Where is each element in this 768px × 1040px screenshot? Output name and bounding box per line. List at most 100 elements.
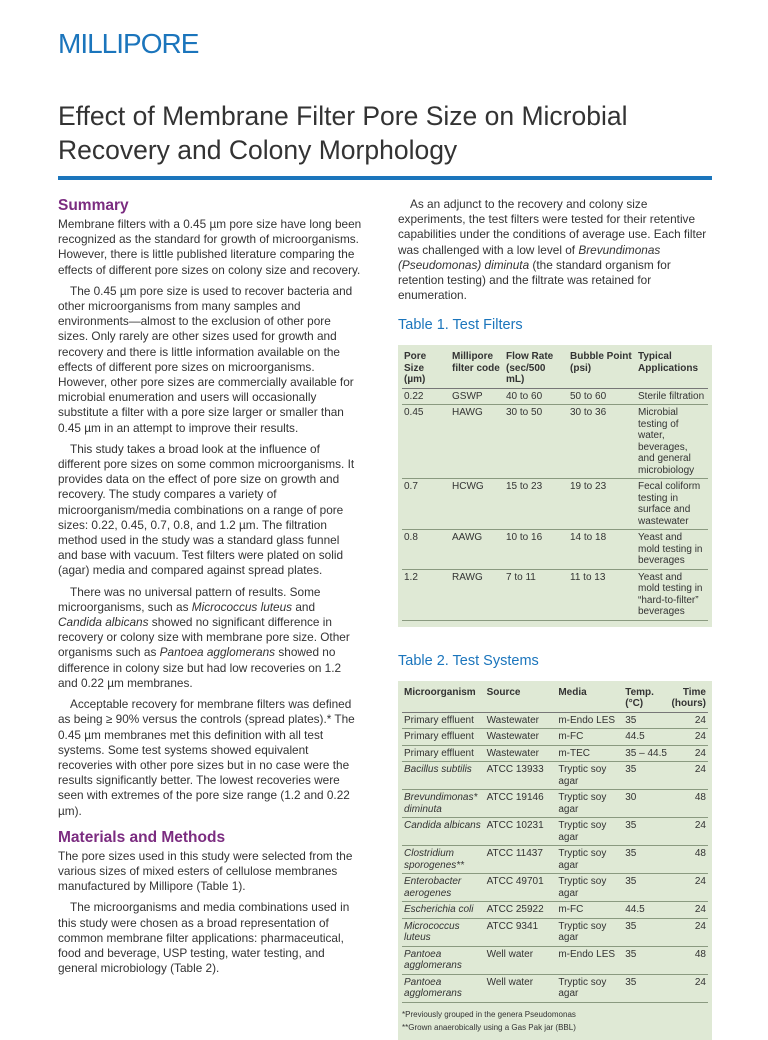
table-row: Clostridium sporogenes** ATCC 11437 Trypti… <box>402 845 708 875</box>
table-cell: Yeast and mold testing in “hard-to-filte… <box>636 569 708 621</box>
table-cell: Tryptic soy agar <box>556 789 624 819</box>
table-cell: Primary effluent <box>402 728 485 746</box>
text-run: Membrane filters with a 0.45 µm pore siz… <box>58 217 362 277</box>
table-cell: Fecal coliform testing in surface and wa… <box>636 478 708 531</box>
table-cell: HCWG <box>450 478 504 531</box>
table-cell: Yeast and mold testing in beverages <box>636 529 708 570</box>
table-cell: Pantoea agglomerans <box>402 974 485 1003</box>
table-row: Candida albicans ATCC 10231 Tryptic soy ag… <box>402 817 708 847</box>
column-header: Typical Applications <box>636 349 708 389</box>
column-header: Time (hours) <box>669 684 708 713</box>
table-cell: 0.8 <box>402 529 450 570</box>
header-row: Microorganism Source Media Temp. (°C) Time (… <box>402 684 708 713</box>
table-cell: 35 <box>623 946 670 975</box>
text-run: Candida albicans <box>58 615 149 630</box>
table-row: Micrococcus luteus ATCC 9341 Tryptic soy a… <box>402 918 708 947</box>
table-title: Table 2. Test Systems <box>398 652 539 669</box>
table-row: Pantoea agglomerans Well water m-Endo LES 3… <box>402 946 708 975</box>
text-run: The microorganisms and media combination… <box>58 900 350 976</box>
paragraph: As an adjunct to the recovery and colony… <box>398 197 712 303</box>
table-cell: Enterobacter aerogenes <box>402 873 485 903</box>
methods-body: The pore sizes used in this study were s… <box>58 849 362 977</box>
table-cell: 40 to 60 <box>504 388 568 406</box>
table-cell: ATCC 49701 <box>484 873 557 903</box>
table-cell: Tryptic soy agar <box>556 918 624 947</box>
methods-body: As an adjunct to the recovery and colony… <box>398 197 712 303</box>
text-run: As an adjunct to the recovery and colony… <box>398 197 707 257</box>
table-cell: 48 <box>669 789 708 819</box>
table-cell: 24 <box>669 712 708 730</box>
table-cell: Microbial testing of water, beverages, a… <box>636 404 708 480</box>
table-cell: 0.45 <box>402 404 450 480</box>
table-cell: 1.2 <box>402 569 450 621</box>
table-cell: HAWG <box>450 404 504 480</box>
table-cell: 24 <box>669 761 708 791</box>
column-header: Millipore filter code <box>450 349 504 389</box>
table-cell: m-TEC <box>556 745 624 763</box>
table-cell: 44.5 <box>623 901 670 919</box>
text-run: Brevundimonas (Pseudomonas) diminuta <box>398 242 661 272</box>
table-cell: 10 to 16 <box>504 529 568 570</box>
text-run: Acceptable recovery for membrane filters… <box>58 697 355 818</box>
table-cell: ATCC 10231 <box>484 817 557 847</box>
paragraph: There was no universal pattern of result… <box>58 585 362 691</box>
table-cell: ATCC 25922 <box>484 901 557 919</box>
table-cell: 44.5 <box>623 728 670 746</box>
column-header: Media <box>556 684 624 713</box>
table-cell: Primary effluent <box>402 712 485 730</box>
table-row: 0.7 HCWG 15 to 23 19 to 23 Fecal coliform te… <box>402 478 708 531</box>
paragraph: The 0.45 µm pore size is used to recover… <box>58 284 362 436</box>
text-run: Micrococcus luteus <box>191 599 293 614</box>
table-cell: 30 to 36 <box>568 404 636 480</box>
table-row: Brevundimonas* diminuta ATCC 19146 Tryptic… <box>402 789 708 819</box>
column-header: Flow Rate (sec/500 mL) <box>504 349 568 389</box>
table-cell: m-FC <box>556 728 624 746</box>
table-row: Escherichia coli ATCC 25922 m-FC 44.5 24 <box>402 901 708 919</box>
table-cell: Sterile filtration <box>636 388 708 406</box>
table: Microorganism Source Media Temp. (°C) Time (… <box>402 684 708 1003</box>
paragraph: This study takes a broad look at the inf… <box>58 442 362 579</box>
section-heading: Summary <box>58 197 129 214</box>
table-cell: 35 <box>623 873 670 903</box>
table-cell: 48 <box>669 845 708 875</box>
column-header: Temp. (°C) <box>623 684 670 713</box>
table-cell: Well water <box>484 946 557 975</box>
column-header: Microorganism <box>402 684 485 713</box>
table-title: Table 1. Test Filters <box>398 317 523 334</box>
table-cell: ATCC 19146 <box>484 789 557 819</box>
table-row: Primary effluent Wastewater m-Endo LES 35 24 <box>402 712 708 730</box>
text-run: (the standard organism for retention tes… <box>398 257 671 303</box>
table-cell: 30 to 50 <box>504 404 568 480</box>
table-row: Enterobacter aerogenes ATCC 49701 Tryptic … <box>402 873 708 903</box>
table-cell: Pantoea agglomerans <box>402 946 485 975</box>
paragraph: The pore sizes used in this study were s… <box>58 849 362 895</box>
table-cell: 24 <box>669 728 708 746</box>
table-cell: Wastewater <box>484 728 557 746</box>
table-cell: 0.22 <box>402 388 450 406</box>
table-row: 0.8 AAWG 10 to 16 14 to 18 Yeast and mold te… <box>402 529 708 570</box>
table: Pore Size (µm) Millipore filter code Flow … <box>402 349 708 621</box>
table-cell: 14 to 18 <box>568 529 636 570</box>
right-column: As an adjunct to the recovery and colony… <box>398 197 712 1040</box>
table-cell: GSWP <box>450 388 504 406</box>
table-cell: 24 <box>669 873 708 903</box>
footnotes: *Previously grouped in the genera Pseudo… <box>402 1008 708 1034</box>
text-run: showed no difference in colony size but … <box>58 645 342 690</box>
paragraph: Acceptable recovery for membrane filters… <box>58 697 362 819</box>
table-cell: Primary effluent <box>402 745 485 763</box>
table-cell: 35 <box>623 974 670 1003</box>
table-row: Bacillus subtilis ATCC 13933 Tryptic soy a… <box>402 761 708 791</box>
table-cell: Tryptic soy agar <box>556 873 624 903</box>
table-cell: ATCC 9341 <box>484 918 557 947</box>
table-cell: m-FC <box>556 901 624 919</box>
table-cell: AAWG <box>450 529 504 570</box>
table-cell: 24 <box>669 817 708 847</box>
text-run: The pore sizes used in this study were s… <box>58 848 353 894</box>
table-cell: ATCC 11437 <box>484 845 557 875</box>
table-cell: 15 to 23 <box>504 478 568 531</box>
table-cell: m-Endo LES <box>556 712 624 730</box>
table-cell: Escherichia coli <box>402 901 485 919</box>
table-cell: 35 <box>623 845 670 875</box>
table-cell: 7 to 11 <box>504 569 568 621</box>
